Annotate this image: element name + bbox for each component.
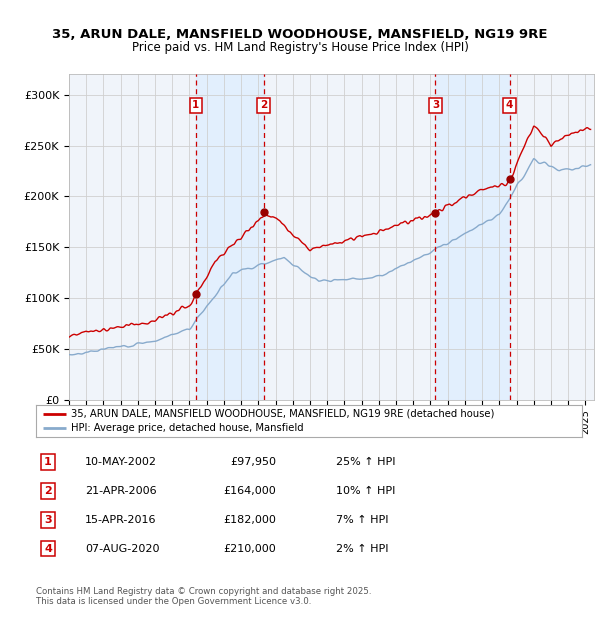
Text: 7% ↑ HPI: 7% ↑ HPI	[337, 515, 389, 525]
Text: 2: 2	[44, 486, 52, 496]
Text: 25% ↑ HPI: 25% ↑ HPI	[337, 457, 396, 467]
Text: 2% ↑ HPI: 2% ↑ HPI	[337, 544, 389, 554]
Bar	[196, 74, 263, 400]
Text: 15-APR-2016: 15-APR-2016	[85, 515, 157, 525]
Text: Contains HM Land Registry data © Crown copyright and database right 2025.
This d: Contains HM Land Registry data © Crown c…	[36, 587, 371, 606]
Text: 3: 3	[44, 515, 52, 525]
Text: Price paid vs. HM Land Registry's House Price Index (HPI): Price paid vs. HM Land Registry's House …	[131, 41, 469, 53]
Text: 2: 2	[260, 100, 268, 110]
Text: 4: 4	[506, 100, 514, 110]
Text: HPI: Average price, detached house, Mansfield: HPI: Average price, detached house, Mans…	[71, 423, 304, 433]
Text: 35, ARUN DALE, MANSFIELD WOODHOUSE, MANSFIELD, NG19 9RE: 35, ARUN DALE, MANSFIELD WOODHOUSE, MANS…	[52, 29, 548, 41]
Text: 10-MAY-2002: 10-MAY-2002	[85, 457, 157, 467]
Bar	[436, 74, 509, 400]
Text: 10% ↑ HPI: 10% ↑ HPI	[337, 486, 395, 496]
Text: 1: 1	[192, 100, 199, 110]
Text: 07-AUG-2020: 07-AUG-2020	[85, 544, 160, 554]
Text: 1: 1	[44, 457, 52, 467]
Text: 4: 4	[44, 544, 52, 554]
Text: £182,000: £182,000	[223, 515, 276, 525]
Text: £210,000: £210,000	[223, 544, 276, 554]
Text: 3: 3	[432, 100, 439, 110]
Text: £97,950: £97,950	[230, 457, 276, 467]
Text: £164,000: £164,000	[223, 486, 276, 496]
Text: 35, ARUN DALE, MANSFIELD WOODHOUSE, MANSFIELD, NG19 9RE (detached house): 35, ARUN DALE, MANSFIELD WOODHOUSE, MANS…	[71, 409, 495, 419]
Text: 21-APR-2006: 21-APR-2006	[85, 486, 157, 496]
